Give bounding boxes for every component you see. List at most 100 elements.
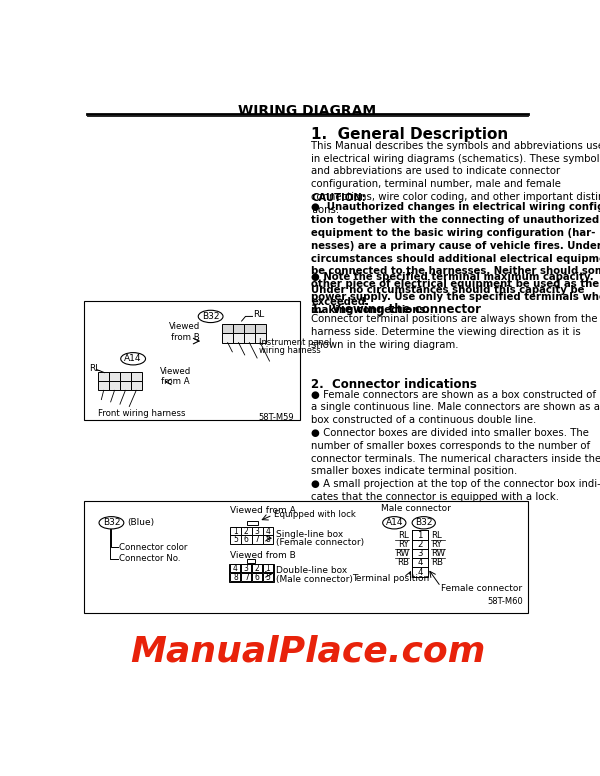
Text: (Male connector): (Male connector)	[277, 575, 353, 584]
Text: wiring harness: wiring harness	[259, 345, 321, 355]
Bar	[120, 372, 131, 381]
Text: 2.  Connector indications: 2. Connector indications	[311, 378, 477, 391]
Ellipse shape	[121, 352, 146, 365]
Bar	[230, 573, 241, 581]
Ellipse shape	[198, 310, 223, 323]
Text: 3: 3	[417, 549, 422, 558]
Text: Female connector: Female connector	[441, 584, 522, 593]
Text: 1.  General Description: 1. General Description	[311, 127, 509, 142]
Text: 4: 4	[233, 564, 238, 573]
Text: RB: RB	[431, 558, 443, 567]
Bar	[262, 563, 274, 573]
Text: Double-line box: Double-line box	[277, 566, 348, 575]
Text: RL: RL	[398, 531, 409, 539]
Text: Viewed from A: Viewed from A	[230, 506, 296, 515]
Bar	[120, 381, 131, 390]
Bar	[230, 535, 241, 543]
Text: 1: 1	[266, 564, 271, 573]
Bar	[251, 563, 263, 573]
Bar	[241, 564, 252, 573]
Text: RB: RB	[397, 558, 409, 567]
Bar	[252, 564, 263, 573]
Bar	[252, 573, 263, 581]
Text: Connector color: Connector color	[119, 543, 188, 552]
Bar	[222, 324, 233, 334]
Text: RY: RY	[398, 540, 409, 549]
Text: Male connector: Male connector	[381, 504, 451, 514]
Text: Terminal position: Terminal position	[352, 573, 430, 583]
Text: Viewed
from B: Viewed from B	[169, 322, 200, 341]
Bar	[252, 527, 263, 535]
Bar	[244, 334, 255, 342]
Text: ManualPlace.com: ManualPlace.com	[130, 634, 485, 668]
Text: Viewed from B: Viewed from B	[230, 551, 296, 559]
Text: 6: 6	[244, 535, 249, 544]
Bar	[412, 567, 428, 577]
Text: 3: 3	[244, 564, 249, 573]
Text: RL: RL	[89, 363, 100, 372]
Text: 2: 2	[255, 564, 260, 573]
Text: RL: RL	[431, 531, 442, 539]
Text: 2: 2	[417, 540, 422, 549]
Bar	[412, 549, 428, 558]
Text: RW: RW	[395, 549, 409, 558]
Text: 5: 5	[266, 573, 271, 582]
Bar	[98, 372, 109, 381]
Bar	[222, 334, 233, 342]
Bar	[251, 572, 263, 582]
Bar	[240, 563, 253, 573]
Bar	[255, 334, 266, 342]
Bar	[84, 501, 529, 613]
Text: 3: 3	[254, 527, 260, 535]
Bar	[412, 531, 428, 540]
Bar	[98, 381, 109, 390]
Bar	[229, 563, 242, 573]
Bar	[263, 564, 274, 573]
Bar	[255, 324, 266, 334]
Text: 4: 4	[266, 527, 271, 535]
Text: WIRING DIAGRAM: WIRING DIAGRAM	[238, 104, 377, 118]
Text: CAUTION:: CAUTION:	[311, 193, 366, 203]
Text: Connector No.: Connector No.	[119, 555, 181, 563]
Text: A14: A14	[124, 355, 142, 363]
Bar	[263, 573, 274, 581]
Text: 58T-M60: 58T-M60	[487, 597, 523, 606]
Text: Equipped with lock: Equipped with lock	[274, 510, 356, 519]
Text: A14: A14	[386, 518, 403, 527]
Text: 6: 6	[254, 573, 260, 582]
Text: B32: B32	[202, 312, 220, 321]
Bar	[230, 564, 241, 573]
Text: 5: 5	[233, 535, 238, 544]
Bar	[109, 381, 120, 390]
Bar	[229, 572, 242, 582]
Text: 1.  Viewing the connector: 1. Viewing the connector	[311, 303, 481, 316]
Bar	[241, 527, 252, 535]
Text: ●  Unauthorized changes in electrical wiring configura-
tion together with the c: ● Unauthorized changes in electrical wir…	[311, 203, 600, 315]
Text: ● Female connectors are shown as a box constructed of
a single continuous line. : ● Female connectors are shown as a box c…	[311, 390, 600, 502]
Text: 7: 7	[254, 535, 260, 544]
Ellipse shape	[383, 517, 406, 529]
Text: 8: 8	[233, 573, 238, 582]
Bar	[84, 301, 300, 421]
Text: 8: 8	[266, 535, 271, 544]
Text: 1: 1	[417, 531, 422, 539]
Bar	[412, 558, 428, 567]
Bar	[263, 527, 274, 535]
Text: This Manual describes the symbols and abbreviations used
in electrical wiring di: This Manual describes the symbols and ab…	[311, 141, 600, 215]
Text: 2: 2	[244, 527, 248, 535]
Bar	[247, 521, 258, 525]
Bar	[109, 372, 120, 381]
Text: RW: RW	[431, 549, 445, 558]
Text: ● Note the specified terminal maximum capacity.
Under no circumstances should th: ● Note the specified terminal maximum ca…	[311, 272, 594, 307]
Text: 7: 7	[244, 573, 249, 582]
Bar	[233, 324, 244, 334]
Ellipse shape	[99, 517, 124, 529]
Bar	[240, 572, 253, 582]
Bar	[244, 324, 255, 334]
Bar	[241, 535, 252, 543]
Bar	[241, 573, 252, 581]
Bar	[262, 572, 274, 582]
Bar	[131, 372, 142, 381]
Text: 1: 1	[233, 527, 238, 535]
Text: RL: RL	[253, 310, 265, 320]
